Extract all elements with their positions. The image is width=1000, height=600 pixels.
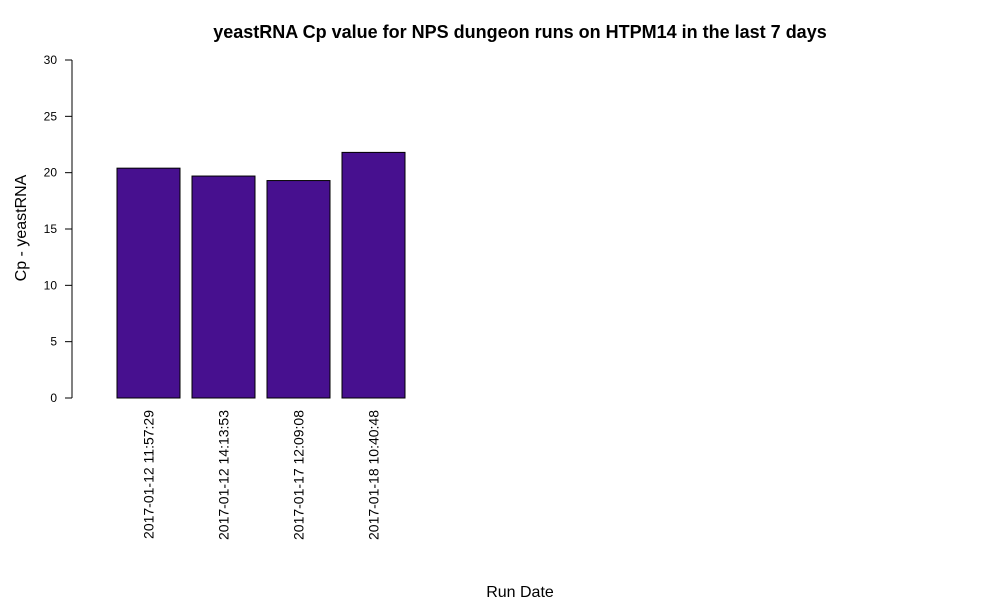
y-axis-label: Cp - yeastRNA: [13, 174, 30, 281]
chart-title: yeastRNA Cp value for NPS dungeon runs o…: [213, 22, 826, 42]
y-tick-label: 5: [50, 335, 57, 349]
bars: [116, 151, 406, 399]
y-tick-label: 10: [44, 278, 58, 292]
y-tick-label: 25: [44, 109, 58, 123]
bar: [116, 167, 181, 399]
bar: [191, 175, 256, 399]
x-category-label: 2017-01-12 11:57:29: [141, 410, 157, 539]
y-tick-label: 0: [50, 391, 57, 405]
bar: [266, 180, 331, 399]
y-tick-label: 30: [44, 53, 58, 67]
x-category-label: 2017-01-17 12:09:08: [291, 410, 307, 540]
y-tick-label: 15: [44, 222, 58, 236]
category-labels: 2017-01-12 11:57:29 2017-01-12 14:13:53 20…: [141, 410, 382, 540]
x-category-label: 2017-01-12 14:13:53: [216, 410, 232, 540]
y-axis-ticks: 0 5 10 15 20 25 30: [44, 53, 72, 405]
bar: [341, 151, 406, 399]
x-category-label: 2017-01-18 10:40:48: [366, 410, 382, 540]
x-axis-label: Run Date: [486, 584, 554, 600]
y-tick-label: 20: [44, 166, 58, 180]
